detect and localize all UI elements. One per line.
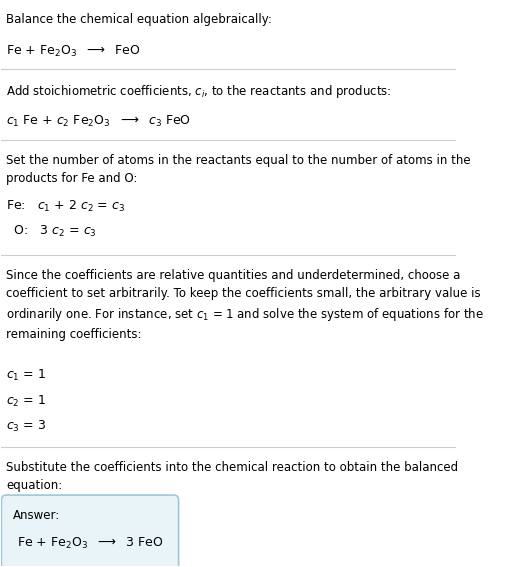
Text: $c_1$ = 1: $c_1$ = 1 <box>6 368 46 383</box>
Text: O:   3 $c_2$ = $c_3$: O: 3 $c_2$ = $c_3$ <box>6 225 97 239</box>
Text: Substitute the coefficients into the chemical reaction to obtain the balanced
eq: Substitute the coefficients into the che… <box>6 461 458 492</box>
Text: Balance the chemical equation algebraically:: Balance the chemical equation algebraica… <box>6 12 272 26</box>
Text: Fe + Fe$_2$O$_3$  $\longrightarrow$  3 FeO: Fe + Fe$_2$O$_3$ $\longrightarrow$ 3 FeO <box>16 536 163 551</box>
Text: $c_3$ = 3: $c_3$ = 3 <box>6 419 46 434</box>
Text: Fe + Fe$_2$O$_3$  $\longrightarrow$  FeO: Fe + Fe$_2$O$_3$ $\longrightarrow$ FeO <box>6 44 141 59</box>
Text: Add stoichiometric coefficients, $c_i$, to the reactants and products:: Add stoichiometric coefficients, $c_i$, … <box>6 83 391 100</box>
FancyBboxPatch shape <box>2 495 179 567</box>
Text: $c_2$ = 1: $c_2$ = 1 <box>6 393 46 409</box>
Text: Since the coefficients are relative quantities and underdetermined, choose a
coe: Since the coefficients are relative quan… <box>6 269 484 341</box>
Text: Set the number of atoms in the reactants equal to the number of atoms in the
pro: Set the number of atoms in the reactants… <box>6 154 471 185</box>
Text: Fe:   $c_1$ + 2 $c_2$ = $c_3$: Fe: $c_1$ + 2 $c_2$ = $c_3$ <box>6 199 125 214</box>
Text: Answer:: Answer: <box>13 509 60 522</box>
Text: $c_1$ Fe + $c_2$ Fe$_2$O$_3$  $\longrightarrow$  $c_3$ FeO: $c_1$ Fe + $c_2$ Fe$_2$O$_3$ $\longright… <box>6 114 191 129</box>
